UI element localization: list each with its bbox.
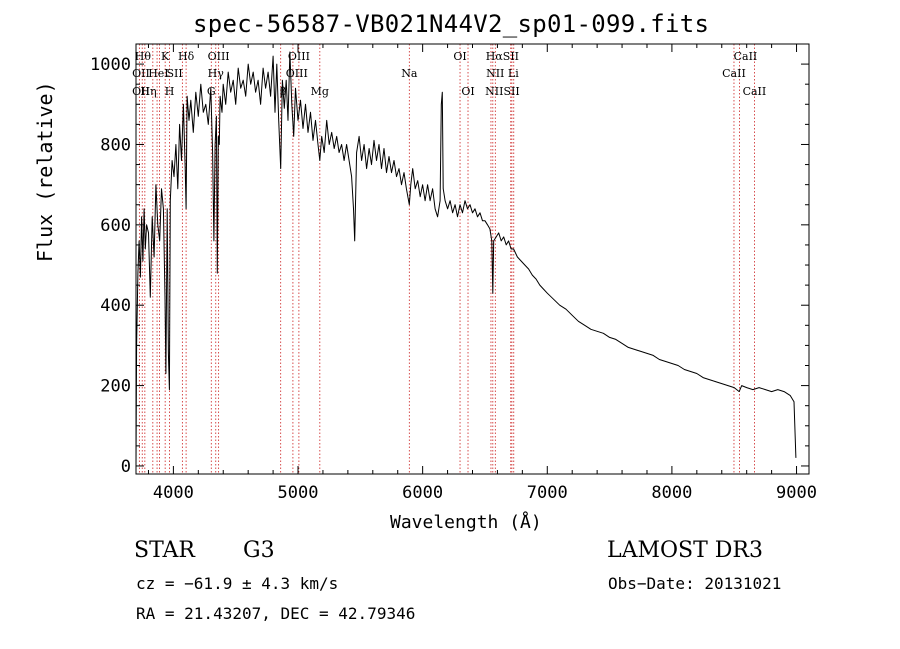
x-tick-label: 8000	[651, 483, 692, 503]
x-axis-label: Wavelength (Å)	[390, 512, 542, 533]
coordinates: RA = 21.43207, DEC = 42.79346	[136, 604, 416, 623]
line-label: Na	[401, 67, 418, 80]
line-label: K	[161, 50, 170, 63]
line-label: OI	[453, 50, 466, 63]
x-tick-label: 4000	[153, 483, 194, 503]
chart-title: spec-56587-VB021N44V2_sp01-099.fits	[193, 10, 710, 38]
plot-frame	[135, 43, 810, 475]
line-label: HeI	[148, 67, 168, 80]
x-tick-label: 5000	[278, 483, 319, 503]
line-label: H	[165, 85, 175, 98]
axes: 4000 5000 6000 7000 8000 9000 0 200 400 600 800 100…	[90, 44, 817, 503]
line-label: CaII	[743, 85, 767, 98]
y-tick-label: 400	[100, 296, 131, 316]
line-label: Hθ	[135, 50, 152, 63]
line-label: CaII	[734, 50, 758, 63]
y-tick-label: 800	[100, 135, 131, 155]
line-label: OII	[132, 85, 150, 98]
flux-series-line	[135, 51, 797, 467]
line-label: Hγ	[208, 67, 225, 80]
observation-date: Obs−Date: 20131021	[608, 574, 782, 593]
line-label: OIII	[208, 50, 230, 63]
line-label: Mg	[311, 85, 329, 98]
y-tick-label: 0	[121, 457, 131, 477]
line-label: CaII	[722, 67, 746, 80]
line-label: Hδ	[178, 50, 195, 63]
line-label: HαSII	[486, 50, 519, 63]
flux-layer	[135, 51, 797, 467]
object-subclass: G3	[243, 538, 275, 563]
line-label: OIII	[288, 50, 310, 63]
redshift-info: cz = −61.9 ± 4.3 km/s	[136, 574, 339, 593]
x-tick-label: 7000	[527, 483, 568, 503]
line-label: OI	[461, 85, 474, 98]
survey-label: LAMOST DR3	[607, 538, 763, 563]
line-label: NII Li	[486, 67, 519, 80]
line-label: NIISII	[485, 85, 520, 98]
object-class: STAR	[134, 538, 195, 563]
line-label: Hη	[140, 85, 156, 98]
x-tick-label: 6000	[402, 483, 443, 503]
x-tick-label: 9000	[776, 483, 817, 503]
line-label: SII	[167, 67, 183, 80]
y-tick-label: 600	[100, 216, 131, 236]
y-tick-label: 200	[100, 377, 131, 397]
y-axis-label: Flux (relative)	[33, 81, 57, 262]
line-label: OII	[132, 67, 150, 80]
y-tick-label: 1000	[90, 55, 131, 75]
spectral-line-markers	[138, 44, 755, 474]
